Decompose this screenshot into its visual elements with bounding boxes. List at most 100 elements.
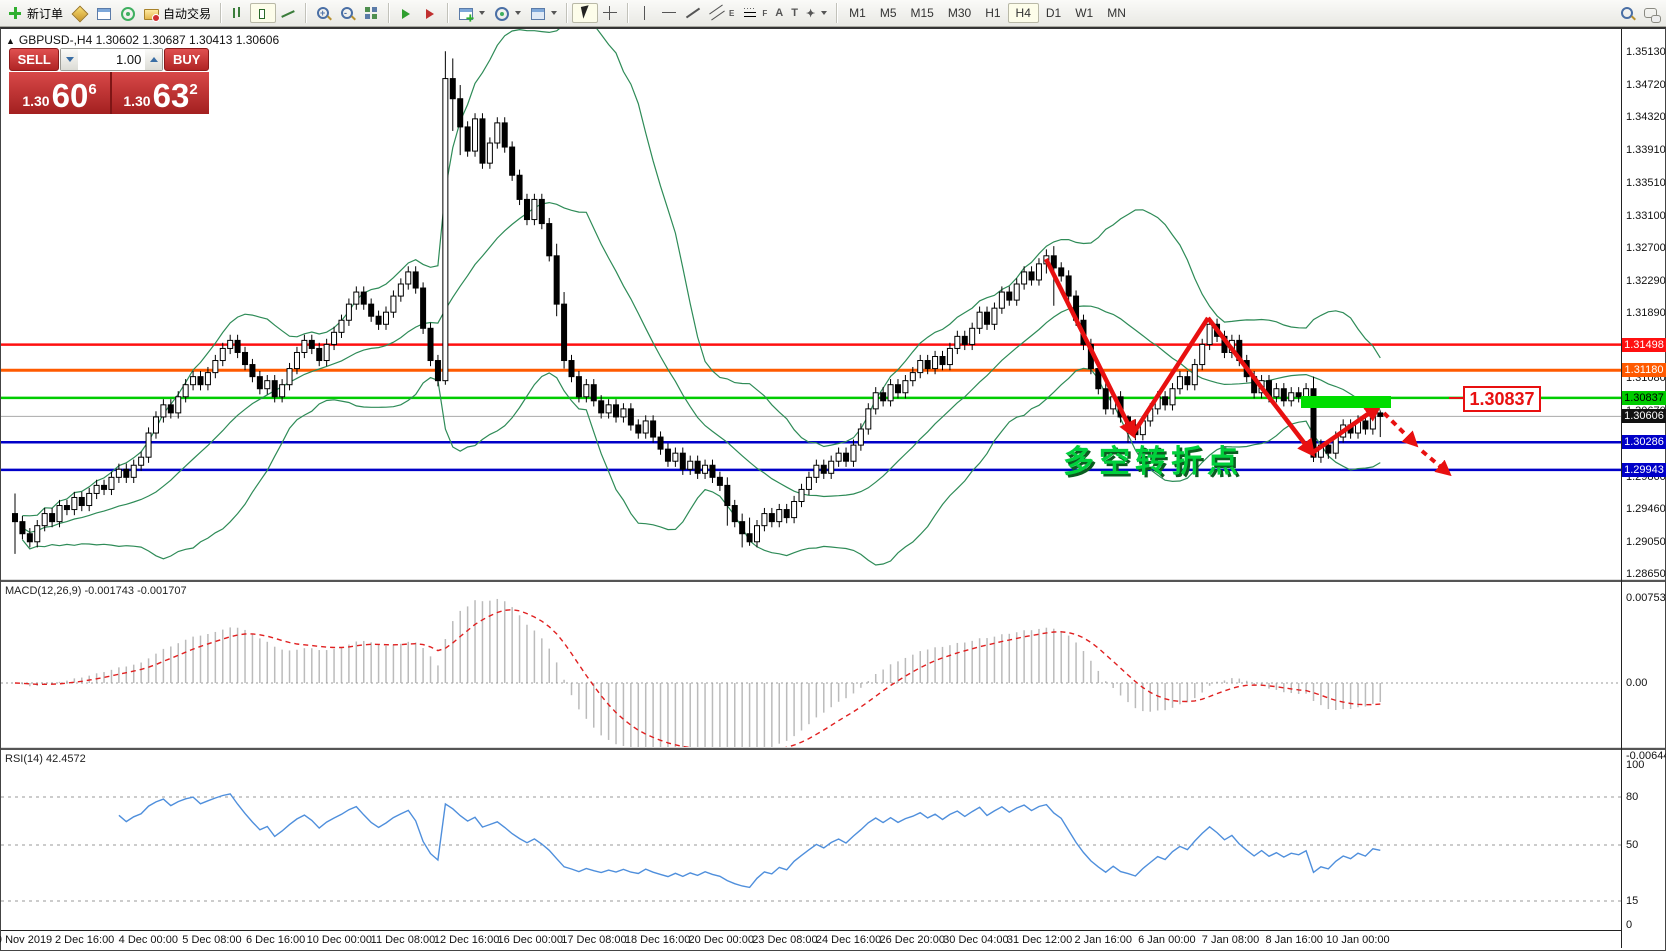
- periods-dropdown[interactable]: [489, 3, 525, 23]
- price-tick: 1.33510: [1626, 176, 1666, 189]
- price-tick: 1.32290: [1626, 274, 1666, 287]
- chat-icon: [1643, 5, 1661, 23]
- community-button[interactable]: [1639, 3, 1663, 23]
- time-label: 10 Jan 00:00: [1326, 934, 1390, 946]
- caret-icon: [551, 11, 558, 15]
- trend-arrow[interactable]: [1131, 316, 1210, 436]
- timeframe-button-H4[interactable]: H4: [1007, 3, 1039, 23]
- price-tag-1.30837: 1.30837: [1622, 390, 1666, 405]
- templates-button[interactable]: [67, 3, 91, 23]
- new-order-button[interactable]: 新订单: [3, 3, 67, 23]
- timeframe-button-H1[interactable]: H1: [985, 6, 1001, 20]
- macd-canvas: [1, 598, 1621, 749]
- vertical-line-button[interactable]: [633, 3, 657, 23]
- time-label: 26 Dec 20:00: [879, 934, 945, 946]
- price-tick: 1.31890: [1626, 307, 1666, 319]
- rsi-axis-tick: 80: [1626, 791, 1639, 803]
- chevron-up-icon: [149, 57, 158, 62]
- time-label: 11 Dec 08:00: [370, 934, 436, 946]
- price-tag-1.31180: 1.31180: [1622, 363, 1666, 378]
- label-icon: T: [791, 7, 798, 19]
- price-tag-1.29943: 1.29943: [1622, 462, 1666, 477]
- chart-shift-button[interactable]: [418, 3, 442, 23]
- trend-arrow[interactable]: [1310, 403, 1383, 455]
- projection-arrow[interactable]: [1420, 449, 1452, 477]
- time-label: 2 Jan 16:00: [1074, 934, 1132, 946]
- bar-chart-icon: [230, 5, 246, 21]
- sell-quote[interactable]: 1.30 60 6: [9, 72, 112, 114]
- time-label: 6 Dec 16:00: [245, 934, 306, 946]
- trendline-button[interactable]: [681, 3, 705, 23]
- trend-arrow[interactable]: [1043, 257, 1136, 439]
- timeframe-button-M5[interactable]: M5: [879, 6, 897, 20]
- market-watch-button[interactable]: [91, 3, 115, 23]
- candlestick-button[interactable]: [250, 3, 277, 23]
- caret-icon: [821, 11, 828, 15]
- zoom-out-button[interactable]: -: [335, 3, 359, 23]
- zoom-in-button[interactable]: +: [311, 3, 335, 23]
- price-tick: 1.32700: [1626, 241, 1666, 254]
- time-label: 31 Dec 12:00: [1006, 934, 1073, 946]
- text-button[interactable]: A: [771, 3, 787, 23]
- timeframe-button-M15[interactable]: M15: [910, 6, 934, 20]
- indicators-icon: [529, 5, 546, 21]
- clock-icon: [493, 5, 510, 21]
- timeframe-button-M1[interactable]: M1: [849, 6, 866, 20]
- time-label: 4 Dec 00:00: [118, 934, 178, 946]
- price-tag-1.30286: 1.30286: [1622, 435, 1666, 450]
- channel-button[interactable]: E: [705, 3, 738, 23]
- time-label: 12 Dec 16:00: [433, 934, 500, 946]
- sell-button[interactable]: SELL: [9, 48, 60, 71]
- market-watch-icon: [95, 5, 112, 21]
- timeframe-button-MN[interactable]: MN: [1107, 6, 1126, 20]
- new-chart-dropdown[interactable]: [453, 3, 489, 23]
- auto-trading-icon: [143, 5, 161, 22]
- line-chart-icon: [280, 5, 296, 21]
- macd-panel-separator[interactable]: [1, 580, 1665, 582]
- time-label: 6 Jan 00:00: [1138, 934, 1196, 946]
- volume-input[interactable]: 1.00: [116, 52, 142, 67]
- time-label: 24 Dec 16:00: [815, 934, 882, 946]
- arrows-dropdown[interactable]: ✦: [802, 3, 831, 23]
- timeframe-button-W1[interactable]: W1: [1075, 6, 1094, 20]
- volume-decrease-button[interactable]: [61, 49, 79, 70]
- fibonacci-icon: [742, 5, 758, 21]
- timeframe-button-D1[interactable]: D1: [1045, 6, 1062, 20]
- time-label: 8 Jan 16:00: [1265, 934, 1323, 946]
- line-chart-button[interactable]: [276, 3, 300, 23]
- tile-windows-button[interactable]: [359, 3, 383, 23]
- auto-scroll-button[interactable]: [394, 3, 418, 23]
- rsi-panel-separator[interactable]: [1, 748, 1665, 750]
- buy-button[interactable]: BUY: [164, 48, 209, 71]
- one-click-trade-panel: SELL 1.00 BUY 1.30 60 6 1.30 63 2: [9, 48, 209, 114]
- projection-arrow[interactable]: [1382, 411, 1419, 448]
- price-tick: 1.33100: [1626, 209, 1666, 222]
- time-label: 18 Dec 16:00: [624, 934, 691, 946]
- macd-signal-line: [14, 608, 1381, 749]
- crosshair-button[interactable]: [598, 3, 622, 23]
- crosshair-icon: [602, 5, 618, 21]
- indicators-dropdown[interactable]: [525, 3, 561, 23]
- horizontal-line-button[interactable]: [657, 3, 681, 23]
- fibonacci-button[interactable]: F: [738, 3, 771, 23]
- time-label: 2 Dec 16:00: [54, 934, 115, 946]
- rsi-axis-tick: 0: [1626, 919, 1633, 931]
- signals-button[interactable]: [115, 3, 139, 23]
- price-tick: 1.35130: [1626, 46, 1666, 58]
- auto-trading-button[interactable]: 自动交易: [139, 3, 215, 23]
- new-chart-icon: [457, 5, 474, 22]
- buy-quote[interactable]: 1.30 63 2: [112, 72, 209, 114]
- highlight-zone[interactable]: [1301, 396, 1391, 408]
- volume-increase-button[interactable]: [145, 49, 163, 70]
- rsi-line: [118, 793, 1381, 889]
- time-label: 20 Dec 00:00: [688, 934, 754, 946]
- trend-arrow[interactable]: [1206, 316, 1316, 458]
- search-button[interactable]: [1615, 3, 1639, 23]
- label-button[interactable]: T: [787, 3, 802, 23]
- timeframe-button-M30[interactable]: M30: [947, 6, 972, 20]
- template-icon: [71, 5, 89, 23]
- bar-chart-button[interactable]: [226, 3, 250, 23]
- cursor-button[interactable]: [572, 3, 599, 23]
- channel-icon: [709, 5, 725, 21]
